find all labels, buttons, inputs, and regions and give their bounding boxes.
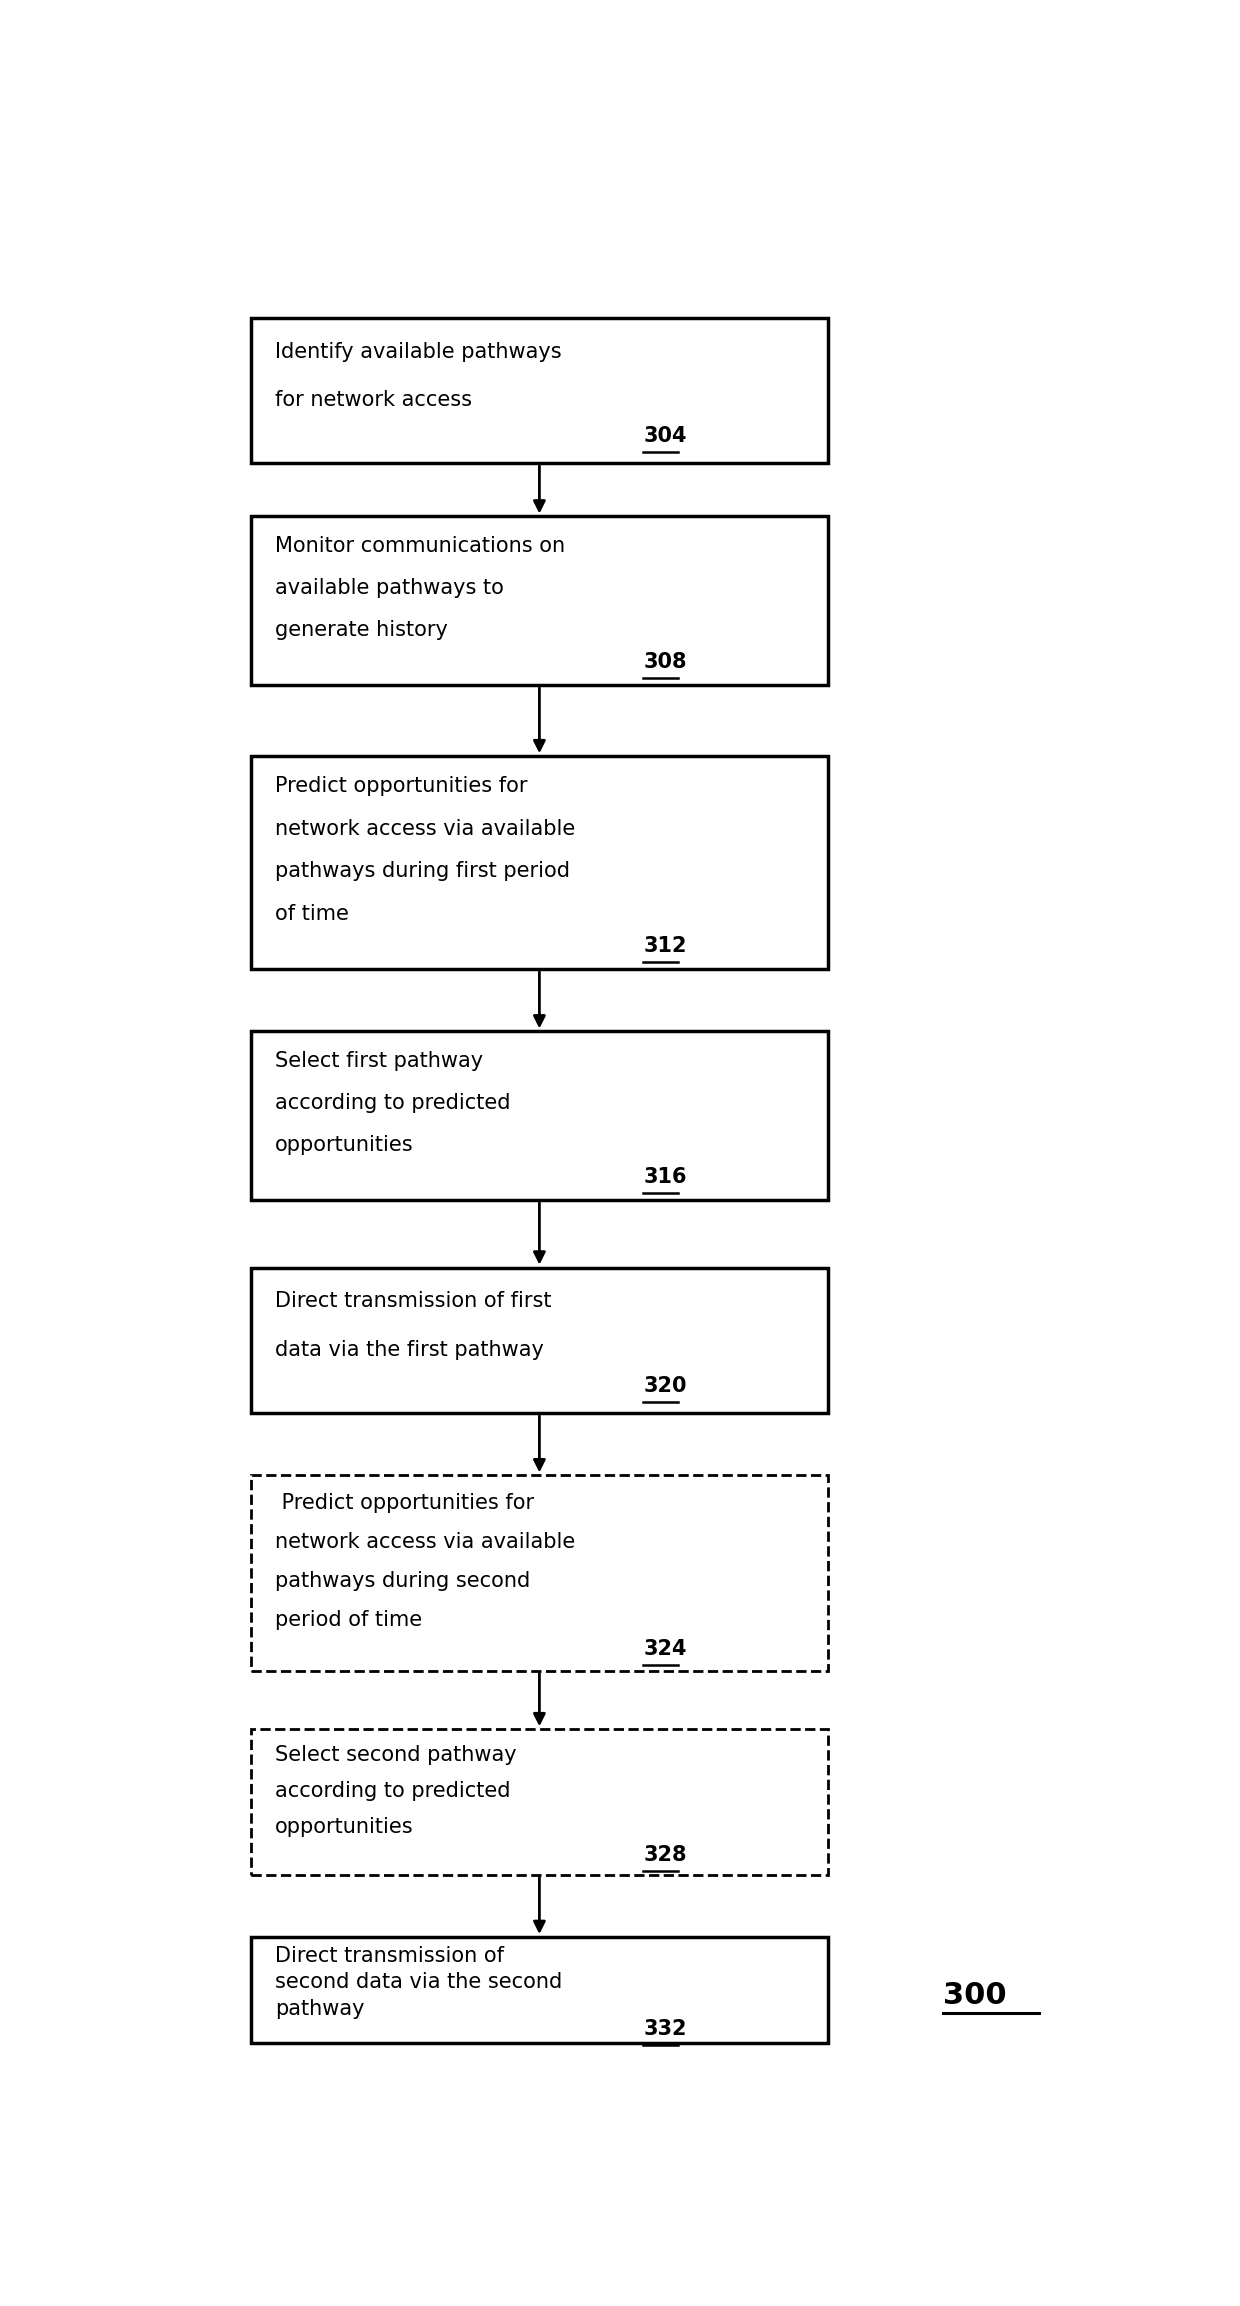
Text: pathways during first period: pathways during first period [275,860,570,881]
Text: 308: 308 [644,653,687,671]
Text: Monitor communications on: Monitor communications on [275,535,565,556]
Text: 300: 300 [942,1981,1007,2011]
Text: 332: 332 [644,2018,687,2039]
Bar [250,1268,828,1414]
Bar [250,517,828,685]
Text: pathway: pathway [275,1999,365,2018]
Bar [250,1937,828,2043]
Text: Direct transmission of first: Direct transmission of first [275,1291,552,1312]
Text: period of time: period of time [275,1610,423,1630]
Text: opportunities: opportunities [275,1817,414,1838]
Text: of time: of time [275,904,348,925]
Text: Identify available pathways: Identify available pathways [275,341,562,362]
Text: network access via available: network access via available [275,819,575,839]
Text: according to predicted: according to predicted [275,1093,511,1114]
Text: 312: 312 [644,936,687,955]
Text: 304: 304 [644,427,687,447]
Bar [250,318,828,464]
Bar [250,756,828,969]
Bar [250,1031,828,1199]
Text: pathways during second: pathways during second [275,1570,531,1591]
Text: opportunities: opportunities [275,1135,414,1155]
Text: generate history: generate history [275,620,448,641]
Text: second data via the second: second data via the second [275,1972,563,1992]
Bar [250,1476,828,1670]
Text: 320: 320 [644,1377,687,1397]
Text: Predict opportunities for: Predict opportunities for [275,1492,534,1513]
Text: for network access: for network access [275,390,472,410]
Text: network access via available: network access via available [275,1531,575,1552]
Text: Select second pathway: Select second pathway [275,1746,517,1764]
Text: Select first pathway: Select first pathway [275,1052,484,1070]
Text: 328: 328 [644,1845,687,1866]
Text: Direct transmission of: Direct transmission of [275,1946,505,1965]
Text: 316: 316 [644,1167,687,1188]
Bar [250,1730,828,1875]
Text: 324: 324 [644,1640,687,1658]
Text: Predict opportunities for: Predict opportunities for [275,775,528,796]
Text: data via the first pathway: data via the first pathway [275,1340,544,1361]
Text: available pathways to: available pathways to [275,579,503,597]
Text: according to predicted: according to predicted [275,1780,511,1801]
